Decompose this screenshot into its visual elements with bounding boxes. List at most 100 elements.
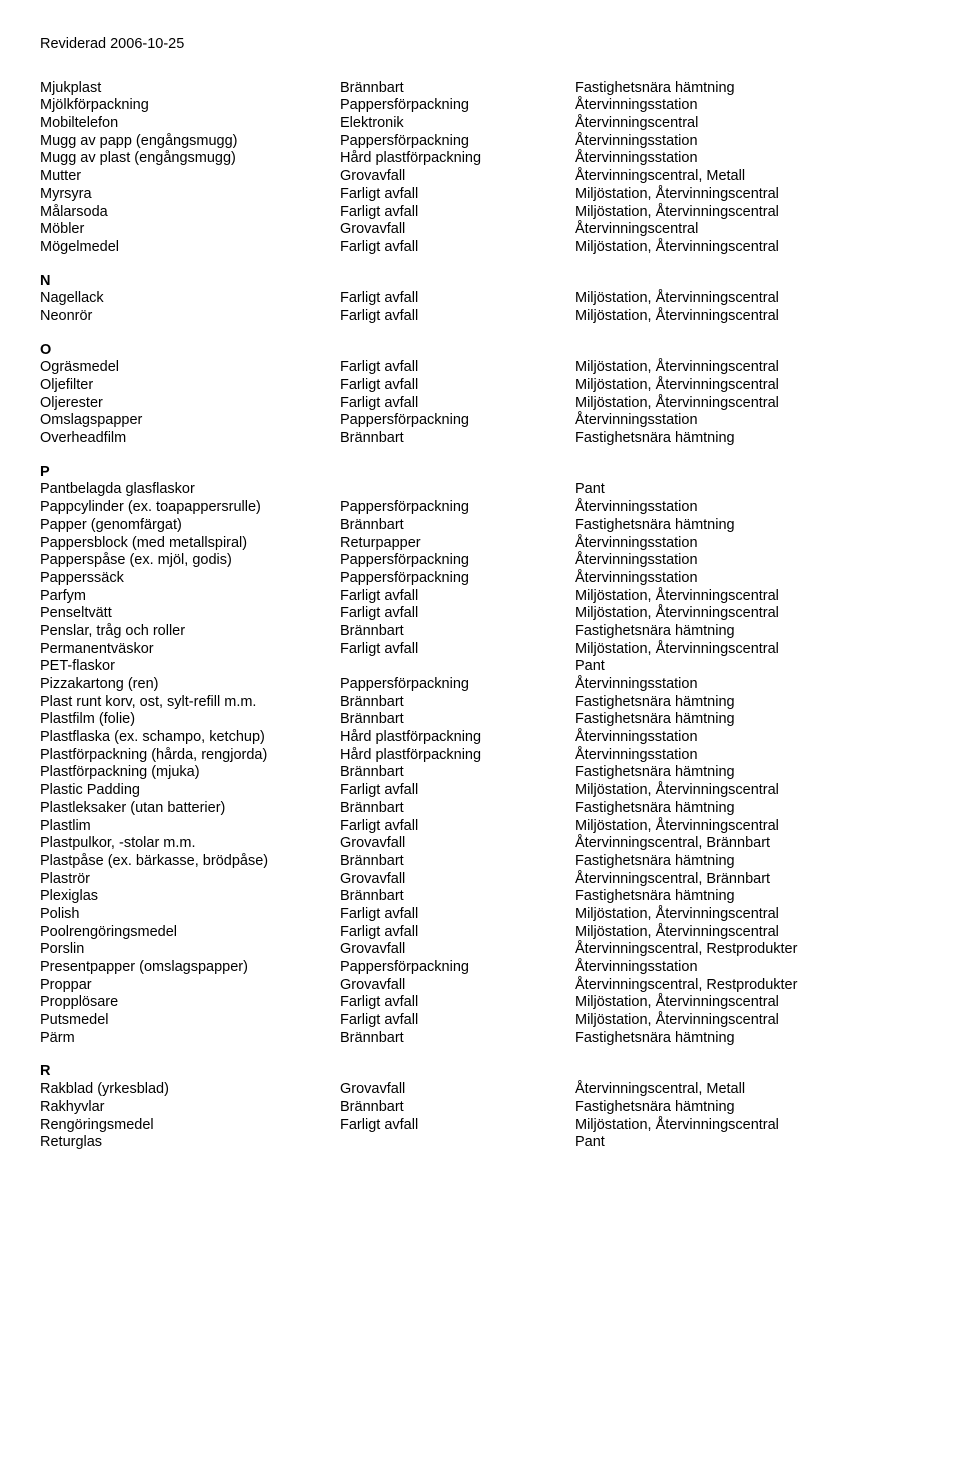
item-category: Grovavfall: [340, 835, 575, 853]
item-category: Pappersförpackning: [340, 499, 575, 517]
item-name: Plast runt korv, ost, sylt-refill m.m.: [40, 694, 340, 712]
item-destination: Återvinningsstation: [575, 535, 920, 553]
table-row: MålarsodaFarligt avfallMiljöstation, Åte…: [40, 204, 920, 222]
item-destination: Fastighetsnära hämtning: [575, 430, 920, 448]
table-row: PET-flaskorPant: [40, 658, 920, 676]
item-destination: Återvinningsstation: [575, 97, 920, 115]
item-category: Brännbart: [340, 517, 575, 535]
item-category: Elektronik: [340, 115, 575, 133]
item-name: PET-flaskor: [40, 658, 340, 676]
item-name: Pantbelagda glasflaskor: [40, 481, 340, 499]
item-destination: Miljöstation, Återvinningscentral: [575, 290, 920, 308]
table-row: RengöringsmedelFarligt avfallMiljöstatio…: [40, 1117, 920, 1135]
item-destination: Fastighetsnära hämtning: [575, 623, 920, 641]
item-destination: Återvinningscentral, Brännbart: [575, 835, 920, 853]
item-category: Brännbart: [340, 623, 575, 641]
sorting-guide-table: MjukplastBrännbartFastighetsnära hämtnin…: [40, 80, 920, 1152]
item-destination: Pant: [575, 1134, 920, 1152]
item-destination: Fastighetsnära hämtning: [575, 1099, 920, 1117]
item-category: Returpapper: [340, 535, 575, 553]
item-category: Grovavfall: [340, 221, 575, 239]
section-letter: O: [40, 342, 920, 360]
item-category: Brännbart: [340, 888, 575, 906]
item-destination: Återvinningscentral: [575, 115, 920, 133]
item-destination: Återvinningscentral, Brännbart: [575, 871, 920, 889]
item-category: Hård plastförpackning: [340, 150, 575, 168]
item-destination: Återvinningscentral, Metall: [575, 1081, 920, 1099]
item-category: Farligt avfall: [340, 308, 575, 326]
item-name: Mjölkförpackning: [40, 97, 340, 115]
item-category: Brännbart: [340, 694, 575, 712]
item-category: Farligt avfall: [340, 605, 575, 623]
item-name: Rakhyvlar: [40, 1099, 340, 1117]
item-category: Pappersförpackning: [340, 133, 575, 151]
item-name: Omslagspapper: [40, 412, 340, 430]
item-category: Grovavfall: [340, 1081, 575, 1099]
item-destination: Miljöstation, Återvinningscentral: [575, 605, 920, 623]
item-name: Mugg av plast (engångsmugg): [40, 150, 340, 168]
table-row: NagellackFarligt avfallMiljöstation, Åte…: [40, 290, 920, 308]
table-row: Pappcylinder (ex. toapappersrulle)Papper…: [40, 499, 920, 517]
item-name: Plexiglas: [40, 888, 340, 906]
table-row: NeonrörFarligt avfallMiljöstation, Återv…: [40, 308, 920, 326]
item-category: Grovavfall: [340, 977, 575, 995]
item-category: Brännbart: [340, 711, 575, 729]
section-letter: N: [40, 273, 920, 291]
item-category: Farligt avfall: [340, 186, 575, 204]
item-category: [340, 658, 575, 676]
item-destination: Miljöstation, Återvinningscentral: [575, 186, 920, 204]
item-category: Farligt avfall: [340, 782, 575, 800]
item-destination: Miljöstation, Återvinningscentral: [575, 924, 920, 942]
item-destination: Återvinningscentral, Restprodukter: [575, 941, 920, 959]
item-category: Hård plastförpackning: [340, 729, 575, 747]
item-category: Farligt avfall: [340, 359, 575, 377]
item-category: Farligt avfall: [340, 1117, 575, 1135]
item-destination: Miljöstation, Återvinningscentral: [575, 641, 920, 659]
table-row: MutterGrovavfallÅtervinningscentral, Met…: [40, 168, 920, 186]
item-category: Farligt avfall: [340, 906, 575, 924]
table-row: Plastförpackning (mjuka)BrännbartFastigh…: [40, 764, 920, 782]
item-name: Mutter: [40, 168, 340, 186]
item-name: Rengöringsmedel: [40, 1117, 340, 1135]
item-name: Plastpulkor, -stolar m.m.: [40, 835, 340, 853]
table-row: Plastfilm (folie)BrännbartFastighetsnära…: [40, 711, 920, 729]
item-category: Hård plastförpackning: [340, 747, 575, 765]
table-row: PlaströrGrovavfallÅtervinningscentral, B…: [40, 871, 920, 889]
item-name: Plastförpackning (hårda, rengjorda): [40, 747, 340, 765]
item-category: Brännbart: [340, 764, 575, 782]
table-row: PropplösareFarligt avfallMiljöstation, Å…: [40, 994, 920, 1012]
table-row: OljeresterFarligt avfallMiljöstation, Åt…: [40, 395, 920, 413]
item-destination: Pant: [575, 481, 920, 499]
item-name: Presentpapper (omslagspapper): [40, 959, 340, 977]
item-category: Pappersförpackning: [340, 570, 575, 588]
item-destination: Miljöstation, Återvinningscentral: [575, 1117, 920, 1135]
table-row: Papperspåse (ex. mjöl, godis)Pappersförp…: [40, 552, 920, 570]
item-name: Rakblad (yrkesblad): [40, 1081, 340, 1099]
item-name: Pappersblock (med metallspiral): [40, 535, 340, 553]
item-name: Mugg av papp (engångsmugg): [40, 133, 340, 151]
item-destination: Miljöstation, Återvinningscentral: [575, 308, 920, 326]
table-row: Plastic PaddingFarligt avfallMiljöstatio…: [40, 782, 920, 800]
table-row: OmslagspapperPappersförpackningÅtervinni…: [40, 412, 920, 430]
item-name: Returglas: [40, 1134, 340, 1152]
item-name: Penslar, tråg och roller: [40, 623, 340, 641]
item-destination: Fastighetsnära hämtning: [575, 853, 920, 871]
table-row: PorslinGrovavfallÅtervinningscentral, Re…: [40, 941, 920, 959]
table-row: Returglas Pant: [40, 1134, 920, 1152]
table-row: Pantbelagda glasflaskor Pant: [40, 481, 920, 499]
table-row: Plastpulkor, -stolar m.m.GrovavfallÅterv…: [40, 835, 920, 853]
table-row: MobiltelefonElektronikÅtervinningscentra…: [40, 115, 920, 133]
item-destination: Återvinningsstation: [575, 150, 920, 168]
table-row: OverheadfilmBrännbartFastighetsnära hämt…: [40, 430, 920, 448]
table-row: MjölkförpackningPappersförpackningÅtervi…: [40, 97, 920, 115]
item-name: Parfym: [40, 588, 340, 606]
item-name: Proppar: [40, 977, 340, 995]
item-category: Pappersförpackning: [340, 959, 575, 977]
item-destination: Fastighetsnära hämtning: [575, 517, 920, 535]
section-letter: P: [40, 464, 920, 482]
item-destination: Återvinningscentral, Metall: [575, 168, 920, 186]
table-row: MöblerGrovavfallÅtervinningscentral: [40, 221, 920, 239]
item-destination: Återvinningsstation: [575, 412, 920, 430]
item-name: Papperssäck: [40, 570, 340, 588]
item-destination: Miljöstation, Återvinningscentral: [575, 994, 920, 1012]
